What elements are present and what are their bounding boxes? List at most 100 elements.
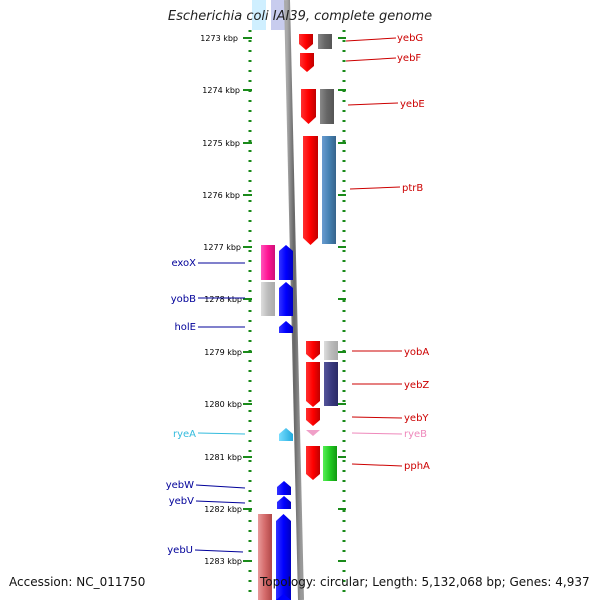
gene-label-ryeA: ryeA [173, 429, 196, 440]
scale-label: 1279 kbp [204, 348, 242, 357]
scale-label: 1281 kbp [204, 453, 242, 462]
right-tick [338, 142, 346, 144]
leader-yebG [345, 37, 397, 42]
gene-yobA-protein [324, 341, 338, 360]
gene-label-yebG: yebG [397, 33, 423, 44]
gene-exoX-protein [261, 245, 275, 280]
gene-ryeA-rna [279, 428, 293, 441]
right-ticks [338, 37, 346, 562]
leader-ryeB [351, 432, 403, 435]
scale-label: 1282 kbp [204, 505, 242, 514]
gene-ryeB-rna [306, 430, 320, 436]
gene-yebZ-cds [306, 362, 320, 407]
gene-ptrB-cds [303, 136, 318, 245]
gene-yebW-cds [277, 481, 291, 495]
leader-pphA [351, 463, 403, 467]
gene-label-pphA: pphA [404, 461, 430, 472]
scale-ticks [243, 37, 252, 562]
scale-label: 1277 kbp [203, 243, 241, 252]
right-tick [338, 560, 346, 562]
gene-label-yebW: yebW [166, 480, 194, 491]
scale-label: 1280 kbp [204, 400, 242, 409]
gene-yebU-protein [258, 514, 272, 600]
gene-yebG-protein [318, 34, 332, 49]
top-feature-cyan [252, 0, 266, 30]
scale-label: 1276 kbp [202, 191, 240, 200]
top-feature-blue [271, 0, 285, 30]
leader-yebF [345, 57, 397, 62]
gene-labels-right: yebG yebF yebE ptrB yobA yebZ yebY ryeB … [397, 33, 430, 472]
scale-tick [243, 37, 252, 39]
gene-label-yebU: yebU [167, 545, 193, 556]
gene-yebY-cds [306, 408, 320, 426]
right-tick [338, 508, 346, 510]
gene-label-yebE: yebE [400, 99, 425, 110]
gene-pphA-cds [306, 446, 320, 480]
scale-label: 1275 kbp [202, 139, 240, 148]
right-tick [338, 351, 346, 353]
gene-yobA-cds [306, 341, 320, 360]
right-tick [338, 246, 346, 248]
gene-yebV-cds [277, 496, 291, 509]
gene-label-yebY: yebY [404, 413, 429, 424]
accession-text: Accession: NC_011750 [9, 575, 146, 589]
gene-yebF-cds [300, 53, 314, 72]
scale-labels: 1273 kbp 1274 kbp 1275 kbp 1276 kbp 1277… [200, 34, 242, 566]
gene-yobB-cds [279, 282, 293, 316]
scale-tick [243, 246, 252, 248]
scale-tick [243, 351, 252, 353]
gene-label-yobA: yobA [404, 347, 429, 358]
scale-label: 1278 kbp [204, 295, 242, 304]
map-title: Escherichia coli IAI39, complete genome [167, 9, 433, 24]
leader-ryeA [197, 432, 246, 435]
gene-label-exoX: exoX [171, 258, 196, 269]
scale-tick [243, 142, 252, 144]
genome-summary-text: Topology: circular; Length: 5,132,068 bp… [260, 575, 590, 589]
scale-tick [243, 508, 252, 510]
scale-tick [243, 89, 252, 91]
leader-yebY [351, 416, 403, 419]
leader-yebE [347, 102, 399, 106]
gene-exoX-cds [279, 245, 293, 280]
gene-label-yebZ: yebZ [404, 380, 429, 391]
gene-yebU-cds [276, 514, 291, 600]
leader-yebV [195, 500, 246, 504]
gene-label-yobB: yobB [171, 294, 196, 305]
scale-tick [243, 456, 252, 458]
leader-yebW [195, 484, 246, 489]
genome-backbone [284, 0, 304, 601]
leader-yebU [194, 549, 244, 553]
gene-label-yebV: yebV [169, 496, 194, 507]
scale-label: 1273 kbp [200, 34, 238, 43]
leader-ptrB [349, 186, 401, 190]
right-tick [338, 37, 346, 39]
gene-yebE-cds [301, 89, 316, 124]
gene-yobB-protein [261, 282, 275, 316]
gene-yebZ-protein [324, 362, 338, 406]
gene-ptrB-protein [322, 136, 336, 244]
right-tick [338, 298, 346, 300]
gene-label-yebF: yebF [397, 53, 421, 64]
scale-tick [243, 403, 252, 405]
gene-holE-cds [279, 321, 293, 333]
right-tick [338, 403, 346, 405]
scale-tick [243, 194, 252, 196]
leader-lines-right [345, 37, 403, 467]
scale-tick [243, 560, 252, 562]
gene-label-holE: holE [174, 322, 196, 333]
right-tick [338, 194, 346, 196]
gene-yebG-cds [299, 34, 313, 50]
right-tick [338, 456, 346, 458]
scale-label: 1274 kbp [202, 86, 240, 95]
scale-label: 1283 kbp [204, 557, 242, 566]
gene-next-cds-edge [276, 594, 291, 600]
gene-yebE-protein [320, 89, 334, 124]
gene-labels-left: exoX yobB holE ryeA yebW yebV yebU [166, 258, 196, 556]
right-tick [338, 89, 346, 91]
gene-pphA-protein [323, 446, 337, 481]
gene-label-ryeB: ryeB [404, 429, 427, 440]
leader-lines-left [194, 262, 246, 553]
gene-label-ptrB: ptrB [402, 183, 423, 194]
